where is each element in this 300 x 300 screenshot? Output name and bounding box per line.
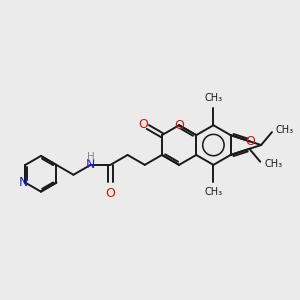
Text: O: O	[174, 119, 184, 132]
Text: CH₃: CH₃	[264, 159, 282, 169]
Text: CH₃: CH₃	[276, 125, 294, 135]
Text: O: O	[106, 187, 116, 200]
Text: O: O	[138, 118, 148, 130]
Text: H: H	[87, 152, 94, 162]
Text: CH₃: CH₃	[204, 93, 223, 103]
Text: N: N	[19, 176, 28, 189]
Text: CH₃: CH₃	[204, 187, 223, 197]
Text: O: O	[245, 135, 255, 148]
Text: N: N	[86, 158, 95, 171]
